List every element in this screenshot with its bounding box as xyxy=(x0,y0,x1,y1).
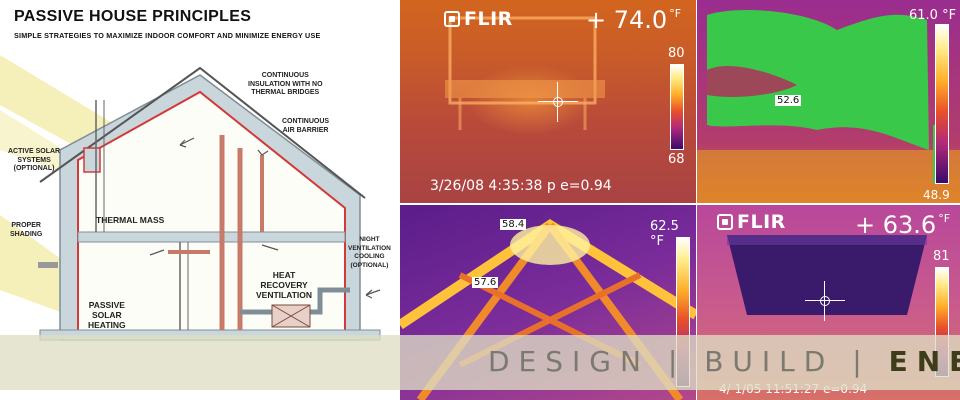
scale-max: 80 xyxy=(668,46,685,61)
timestamp: 3/26/08 4:35:38 p e=0.94 xyxy=(430,178,612,194)
crosshair-icon xyxy=(538,82,578,122)
panel-graphic xyxy=(727,235,927,315)
cold-area-graphic xyxy=(697,10,960,203)
scale-max: 61.0 °F xyxy=(909,8,957,23)
crosshair-icon xyxy=(805,281,845,321)
temperature-scale-bar xyxy=(935,24,949,184)
tagline-build: BUILD xyxy=(704,345,835,378)
tagline-separator: | xyxy=(852,345,871,378)
label-passive-solar: PASSIVE SOLAR HEATING xyxy=(88,300,126,330)
temperature-reading: + 63.6 °F xyxy=(855,211,951,239)
flir-mark-icon xyxy=(444,11,460,27)
passive-house-diagram: PASSIVE HOUSE PRINCIPLES SIMPLE STRATEGI… xyxy=(0,0,400,400)
tagline: DESIGN | BUILD | ENERGY xyxy=(488,345,960,378)
spot-tag: 58.4 xyxy=(500,219,527,230)
label-air-barrier: CONTINUOUS AIR BARRIER xyxy=(282,118,330,134)
scale-max: 62.5 °F xyxy=(650,219,679,249)
spot-tag: 57.6 xyxy=(472,277,499,288)
label-heat-recovery: HEAT RECOVERY VENTILATION xyxy=(256,270,313,300)
temperature-scale-bar xyxy=(670,64,684,150)
thermal-image-wall: 61.0 °F 52.6 48.9 xyxy=(697,0,960,203)
temperature-reading: + 74.0 °F xyxy=(586,6,682,34)
tagline-design: DESIGN xyxy=(488,345,650,378)
house-section-illustration xyxy=(0,55,381,341)
scale-min: 68 xyxy=(668,152,685,167)
spot-tag: 52.6 xyxy=(775,95,802,106)
label-active-solar: ACTIVE SOLAR SYSTEMS (OPTIONAL) xyxy=(8,148,61,172)
flir-logo: FLIR xyxy=(444,8,513,30)
diagram-title: PASSIVE HOUSE PRINCIPLES xyxy=(14,8,252,25)
label-thermal-mass: THERMAL MASS xyxy=(96,215,165,225)
label-insulation: CONTINUOUS INSULATION WITH NO THERMAL BR… xyxy=(248,72,323,96)
ceiling-structure-graphic xyxy=(445,16,605,130)
scale-min: 48.9 xyxy=(923,188,950,202)
flir-logo: FLIR xyxy=(717,211,786,233)
scale-max: 81 xyxy=(933,249,950,264)
diagram-subtitle: SIMPLE STRATEGIES TO MAXIMIZE INDOOR COM… xyxy=(14,31,321,40)
label-night-ventilation: NIGHT VENTILATION COOLING (OPTIONAL) xyxy=(348,236,391,269)
tagline-separator: | xyxy=(667,345,687,378)
tagline-energy: ENERGY xyxy=(888,345,960,378)
thermal-image-ceiling: FLIR + 74.0 °F 80 68 3/26/08 4:35:38 p e=… xyxy=(400,0,696,203)
flir-mark-icon xyxy=(717,214,733,230)
tagline-banner: DESIGN | BUILD | ENERGY xyxy=(0,335,960,390)
label-proper-shading: PROPER SHADING xyxy=(10,222,43,238)
